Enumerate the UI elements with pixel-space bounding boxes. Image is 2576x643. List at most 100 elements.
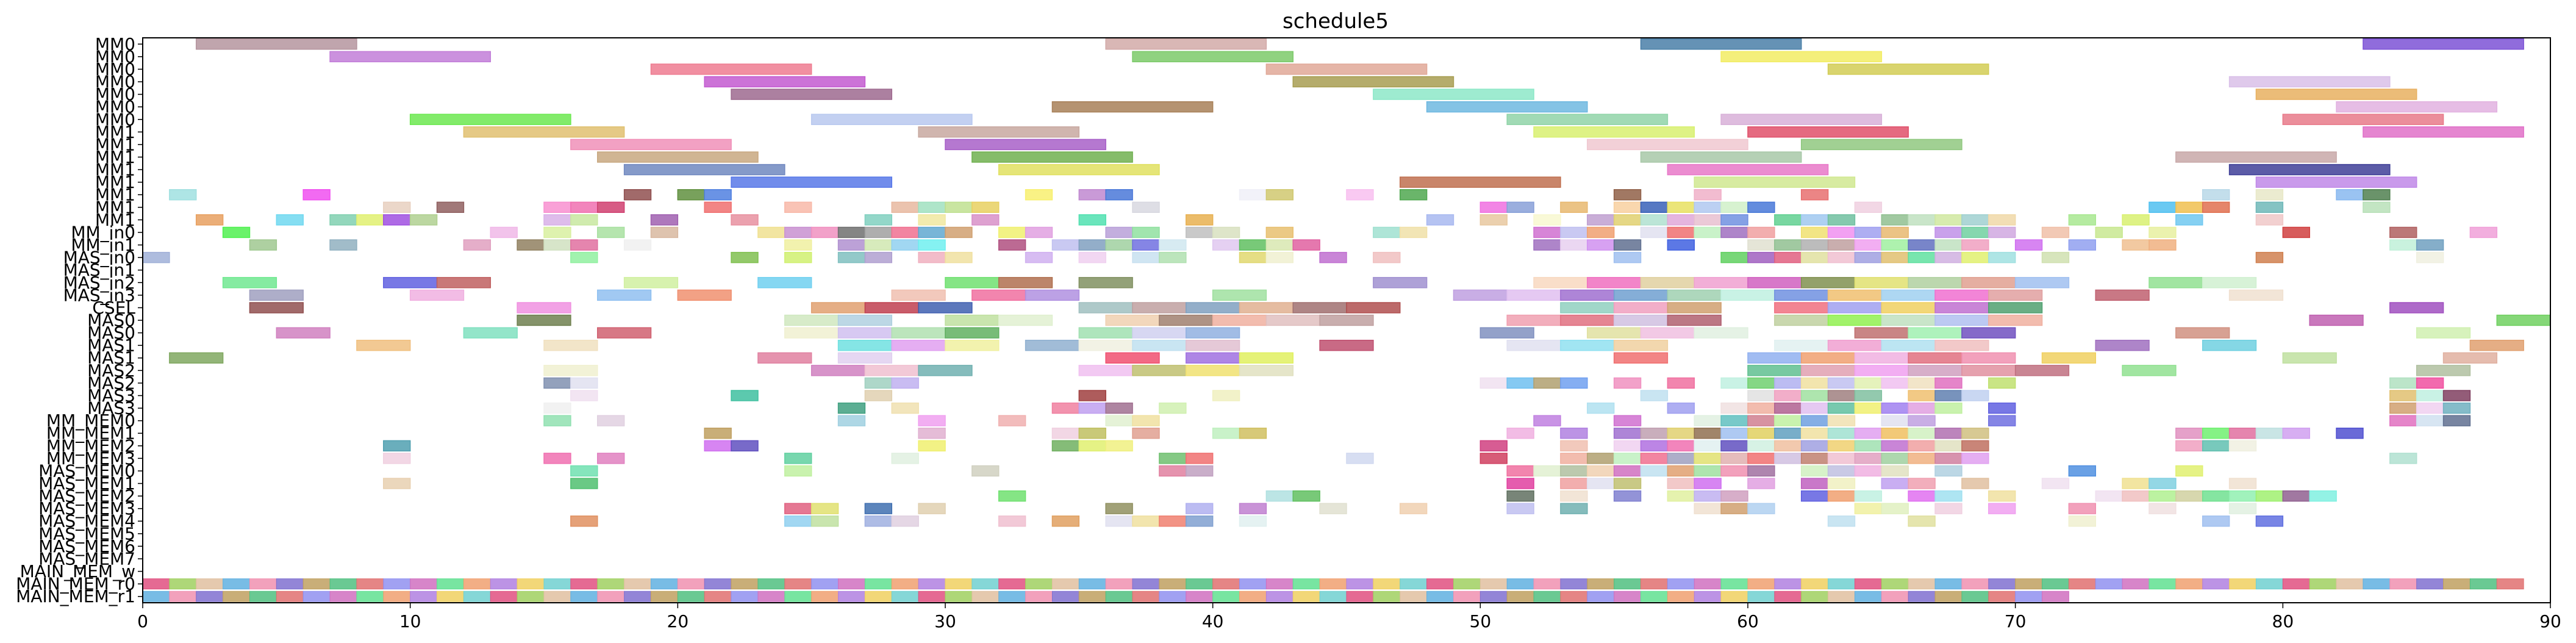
task-bar bbox=[1827, 465, 1856, 477]
task-bar bbox=[1587, 478, 1615, 489]
x-tick-label: 20 bbox=[667, 611, 689, 631]
task-bar bbox=[1265, 251, 1294, 264]
task-bar bbox=[1479, 201, 1508, 213]
task-bar bbox=[1292, 591, 1320, 602]
task-bar bbox=[1667, 453, 1695, 464]
task-bar bbox=[784, 578, 812, 590]
task-bar bbox=[1934, 239, 1962, 251]
task-bar bbox=[1506, 578, 1534, 590]
task-bar bbox=[1373, 251, 1401, 264]
task-bar bbox=[1239, 189, 1267, 201]
task-bar bbox=[731, 440, 759, 451]
task-bar bbox=[623, 189, 652, 201]
task-bar bbox=[1105, 189, 1133, 201]
task-bar bbox=[1506, 591, 1534, 602]
task-bar bbox=[784, 226, 812, 239]
task-bar bbox=[517, 302, 571, 314]
task-bar bbox=[1479, 591, 1508, 602]
task-bar bbox=[1908, 490, 1936, 502]
task-bar bbox=[1132, 428, 1160, 439]
task-bar bbox=[891, 239, 919, 251]
task-bar bbox=[1533, 578, 1561, 590]
task-bar bbox=[249, 578, 277, 590]
task-bar bbox=[1346, 302, 1401, 314]
task-bar bbox=[1051, 440, 1080, 451]
task-bar bbox=[1587, 277, 1642, 289]
task-bar bbox=[1720, 591, 1748, 602]
task-bar bbox=[1186, 327, 1240, 339]
task-bar bbox=[971, 578, 1000, 590]
y-tick-label: MM0 bbox=[95, 84, 135, 104]
task-bar bbox=[2015, 591, 2043, 602]
task-bar bbox=[1078, 302, 1133, 314]
y-tick-label: MM_MEM3 bbox=[46, 448, 135, 469]
y-tick-label: MAS_MEM2 bbox=[38, 486, 135, 506]
task-bar bbox=[704, 189, 732, 201]
task-bar bbox=[1479, 578, 1508, 590]
task-bar bbox=[891, 226, 919, 239]
task-bar bbox=[1186, 352, 1240, 364]
y-tick-label: MAS2 bbox=[87, 361, 135, 381]
task-bar bbox=[1533, 415, 1561, 426]
task-bar bbox=[1479, 453, 1508, 464]
task-bar bbox=[1720, 377, 1748, 389]
task-bar bbox=[864, 239, 893, 251]
task-bar bbox=[1667, 402, 1695, 414]
task-bar bbox=[463, 578, 491, 590]
task-bar bbox=[1239, 352, 1294, 364]
task-bar bbox=[2229, 578, 2256, 590]
task-bar bbox=[1051, 515, 1080, 527]
task-bar bbox=[1854, 277, 1909, 289]
task-bar bbox=[1186, 214, 1214, 226]
task-bar bbox=[1132, 591, 1160, 602]
task-bar bbox=[838, 591, 865, 602]
y-tick-label: MM0 bbox=[95, 34, 135, 54]
task-bar bbox=[2255, 490, 2284, 502]
task-bar bbox=[1774, 440, 1802, 451]
task-bar bbox=[437, 578, 464, 590]
task-bar bbox=[1159, 453, 1187, 464]
task-bar bbox=[810, 515, 839, 527]
task-bar bbox=[945, 251, 973, 264]
task-bar bbox=[570, 478, 598, 489]
task-bar bbox=[1667, 578, 1695, 590]
task-bar bbox=[784, 515, 812, 527]
task-bar bbox=[1667, 377, 1695, 389]
task-bar bbox=[1800, 415, 1829, 426]
task-bar bbox=[142, 591, 170, 602]
task-bar bbox=[410, 578, 438, 590]
task-bar bbox=[1854, 239, 1883, 251]
task-bar bbox=[302, 591, 331, 602]
task-bar bbox=[1854, 327, 1909, 339]
task-bar bbox=[971, 201, 1000, 213]
task-bar bbox=[2014, 277, 2070, 289]
task-bar bbox=[704, 578, 732, 590]
task-bar bbox=[998, 591, 1026, 602]
task-bar bbox=[650, 226, 679, 239]
task-bar bbox=[864, 515, 893, 527]
task-bar bbox=[1560, 289, 1615, 301]
task-bar bbox=[1186, 365, 1240, 376]
task-bar bbox=[1827, 302, 1883, 314]
task-bar bbox=[1159, 465, 1187, 477]
task-bar bbox=[1613, 339, 1669, 351]
task-bar bbox=[1961, 428, 1989, 439]
task-bar bbox=[2228, 163, 2391, 176]
task-bar bbox=[864, 251, 893, 264]
task-bar bbox=[1827, 251, 1856, 264]
task-bar bbox=[918, 251, 946, 264]
task-bar bbox=[1800, 440, 1829, 451]
task-bar bbox=[1934, 302, 1989, 314]
task-bar bbox=[570, 138, 732, 151]
task-bar bbox=[1667, 478, 1695, 489]
task-bar bbox=[1747, 591, 1775, 602]
task-bar bbox=[1453, 591, 1481, 602]
task-bar bbox=[1908, 277, 1962, 289]
task-bar bbox=[1747, 465, 1775, 477]
task-bar bbox=[2148, 578, 2177, 590]
task-bar bbox=[1827, 390, 1856, 401]
task-bar bbox=[731, 176, 893, 188]
task-bar bbox=[864, 503, 893, 514]
task-bar bbox=[2148, 478, 2177, 489]
task-bar bbox=[731, 251, 759, 264]
